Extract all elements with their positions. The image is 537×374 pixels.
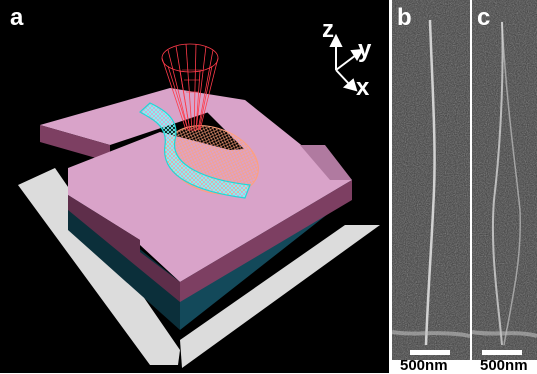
scale-label-b: 500nm xyxy=(400,357,448,374)
panel-label-b: b xyxy=(397,4,412,31)
panel-b-micrograph: b xyxy=(392,0,470,373)
scale-bar-b xyxy=(410,350,450,355)
slab-side-left xyxy=(68,195,180,302)
slab-side-front xyxy=(180,180,352,302)
panel-a-schematic: a z y x xyxy=(0,0,389,373)
nanowire-trace-b xyxy=(424,19,436,346)
micrograph-b-svg xyxy=(392,0,470,373)
step-wall xyxy=(300,145,352,180)
schematic-svg xyxy=(18,33,380,368)
nanowire-trace-c-right xyxy=(501,21,522,346)
slab-top-main xyxy=(68,132,352,282)
axis-triad xyxy=(329,33,364,92)
panel-label-c: c xyxy=(477,4,491,31)
nanowire xyxy=(138,102,251,199)
substrate-plate xyxy=(18,168,180,365)
axis-label-z: z xyxy=(322,16,334,43)
scale-label-c: 500nm xyxy=(480,357,528,374)
substrate-plate-right xyxy=(180,225,380,368)
axis-label-y: y xyxy=(358,36,372,63)
panel-label-a: a xyxy=(10,4,24,31)
scale-caption-strip xyxy=(392,360,537,373)
panel-c-micrograph: c xyxy=(472,0,537,373)
laser-beam xyxy=(161,43,219,132)
micrograph-c-svg xyxy=(472,0,537,373)
scale-bar-c xyxy=(482,350,522,355)
nanowire-trace-c-left xyxy=(491,21,504,346)
axis-label-x: x xyxy=(356,74,370,101)
slab-side-back xyxy=(40,125,110,162)
slab-top-back xyxy=(40,88,245,145)
